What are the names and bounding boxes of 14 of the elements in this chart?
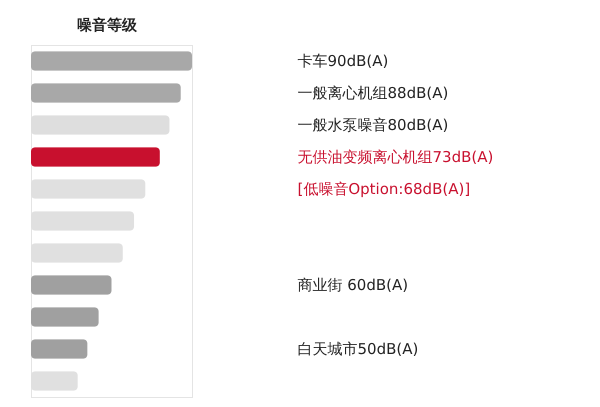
y-tick-label: 白天城市50dB(A)	[298, 340, 418, 358]
chart-title: 噪音等级	[77, 16, 138, 34]
bar	[31, 83, 181, 103]
bar	[31, 307, 99, 327]
bar	[31, 339, 88, 359]
y-tick-label: 一般离心机组88dB(A)	[298, 84, 448, 102]
y-tick-label: 商业街 60dB(A)	[298, 276, 408, 294]
bar	[31, 51, 192, 71]
y-tick-label: 卡车90dB(A)	[298, 52, 388, 70]
y-tick-label: 一般水泵噪音80dB(A)	[298, 116, 448, 134]
y-tick-label: 无供油变频离心机组73dB(A)	[298, 148, 494, 166]
bar	[31, 147, 160, 167]
text: [低噪音Option:68dB(A)]	[298, 180, 470, 198]
bar	[31, 275, 112, 295]
